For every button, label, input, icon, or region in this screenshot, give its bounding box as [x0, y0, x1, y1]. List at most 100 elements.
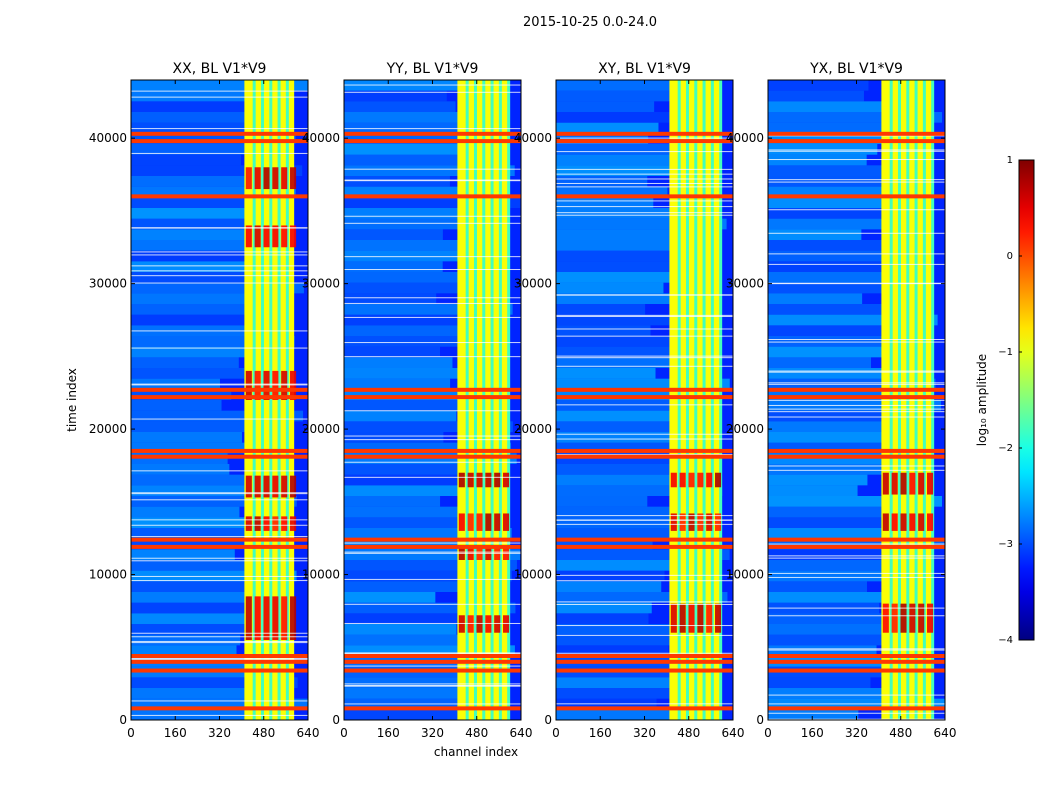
high-amplitude-block [281, 516, 288, 531]
high-amplitude-block [715, 472, 722, 488]
texture-band [344, 154, 475, 166]
flagged-time-row [344, 215, 521, 217]
y-tick-label: 10000 [89, 568, 127, 582]
texture-band [556, 282, 664, 294]
texture-band [768, 336, 901, 347]
high-amplitude-block [679, 472, 686, 488]
bright-time-row [344, 448, 521, 453]
bright-time-row [768, 659, 945, 664]
texture-band [556, 538, 653, 550]
bright-time-row [768, 454, 945, 459]
x-tick-label: 320 [421, 726, 444, 740]
x-tick-label: 160 [589, 726, 612, 740]
heatmap-image [768, 80, 945, 720]
texture-band [768, 261, 903, 272]
flagged-time-row [556, 328, 733, 330]
channel-stripe [719, 80, 723, 720]
texture-band [131, 186, 296, 198]
flagged-time-row [131, 347, 308, 349]
flagged-time-row [131, 384, 308, 386]
bright-time-row [131, 387, 308, 392]
high-amplitude-block [697, 603, 704, 633]
texture-band [556, 528, 702, 539]
texture-band [344, 208, 470, 219]
texture-band [768, 325, 917, 336]
bright-time-row [131, 706, 308, 711]
texture-band [556, 165, 690, 176]
texture-band [131, 677, 298, 688]
high-amplitude-block [927, 603, 934, 633]
texture-band [768, 346, 913, 358]
texture-band [131, 613, 295, 624]
flagged-time-row [344, 222, 521, 224]
flagged-time-row [768, 283, 945, 285]
bright-time-row [344, 706, 521, 711]
flagged-time-row [556, 178, 733, 180]
flagged-time-row [131, 265, 308, 267]
texture-band [344, 581, 466, 592]
high-amplitude-block [263, 225, 270, 248]
x-tick-label: 320 [208, 726, 231, 740]
texture-band [344, 506, 488, 518]
high-amplitude-block [688, 513, 695, 531]
texture-band [768, 432, 913, 443]
flagged-time-row [768, 465, 945, 467]
texture-band [768, 314, 938, 326]
texture-band [344, 496, 441, 507]
texture-band [768, 709, 859, 720]
x-tick-label: 480 [677, 726, 700, 740]
texture-band [131, 101, 249, 112]
bright-time-row [131, 659, 308, 664]
flagged-time-row [768, 149, 945, 151]
flagged-time-row [556, 294, 733, 296]
texture-band [344, 432, 444, 443]
bright-time-row [556, 659, 733, 664]
high-amplitude-block [272, 475, 279, 498]
flagged-time-row [768, 416, 945, 418]
high-amplitude-block [272, 516, 279, 531]
texture-band [344, 122, 478, 134]
channel-stripe [260, 80, 264, 720]
high-amplitude-block [679, 513, 686, 531]
high-amplitude-block [494, 615, 501, 633]
y-tick-label: 30000 [302, 277, 340, 291]
texture-band [556, 602, 652, 614]
x-tick-label: 320 [845, 726, 868, 740]
flagged-time-row [344, 179, 521, 181]
texture-band [131, 506, 240, 518]
high-amplitude-block [503, 615, 510, 633]
x-tick-label: 0 [127, 726, 135, 740]
flagged-time-row [344, 652, 521, 654]
bright-time-row [768, 668, 945, 673]
texture-band [768, 549, 884, 560]
flagged-time-row [556, 173, 733, 175]
flagged-time-row [556, 357, 733, 359]
panel-2: XY, BL V1*V9 0 160 320 480 640 0 10000 20000 3000… [514, 61, 745, 740]
texture-band [768, 496, 942, 507]
high-amplitude-block [485, 615, 492, 633]
x-tick-label: 480 [889, 726, 912, 740]
texture-band [344, 325, 477, 336]
texture-band [344, 90, 447, 102]
texture-band [768, 272, 894, 283]
texture-band [344, 314, 462, 326]
high-amplitude-block [281, 225, 288, 248]
texture-band [344, 549, 521, 560]
high-amplitude-block [891, 603, 898, 633]
texture-band [131, 560, 258, 571]
flagged-time-row [344, 269, 521, 271]
y-tick-label: 40000 [726, 131, 764, 145]
colorbar-tick-label: −4 [998, 635, 1013, 646]
y-tick-label: 0 [756, 713, 764, 727]
texture-band [556, 581, 662, 592]
texture-band [344, 218, 482, 230]
texture-band [344, 688, 488, 699]
high-amplitude-block [918, 513, 925, 531]
texture-band [131, 165, 303, 176]
high-amplitude-block [245, 225, 252, 248]
high-amplitude-block [670, 513, 677, 531]
high-amplitude-block [254, 596, 261, 640]
texture-band [344, 165, 515, 176]
bright-time-row [344, 194, 521, 199]
y-tick-label: 20000 [89, 422, 127, 436]
